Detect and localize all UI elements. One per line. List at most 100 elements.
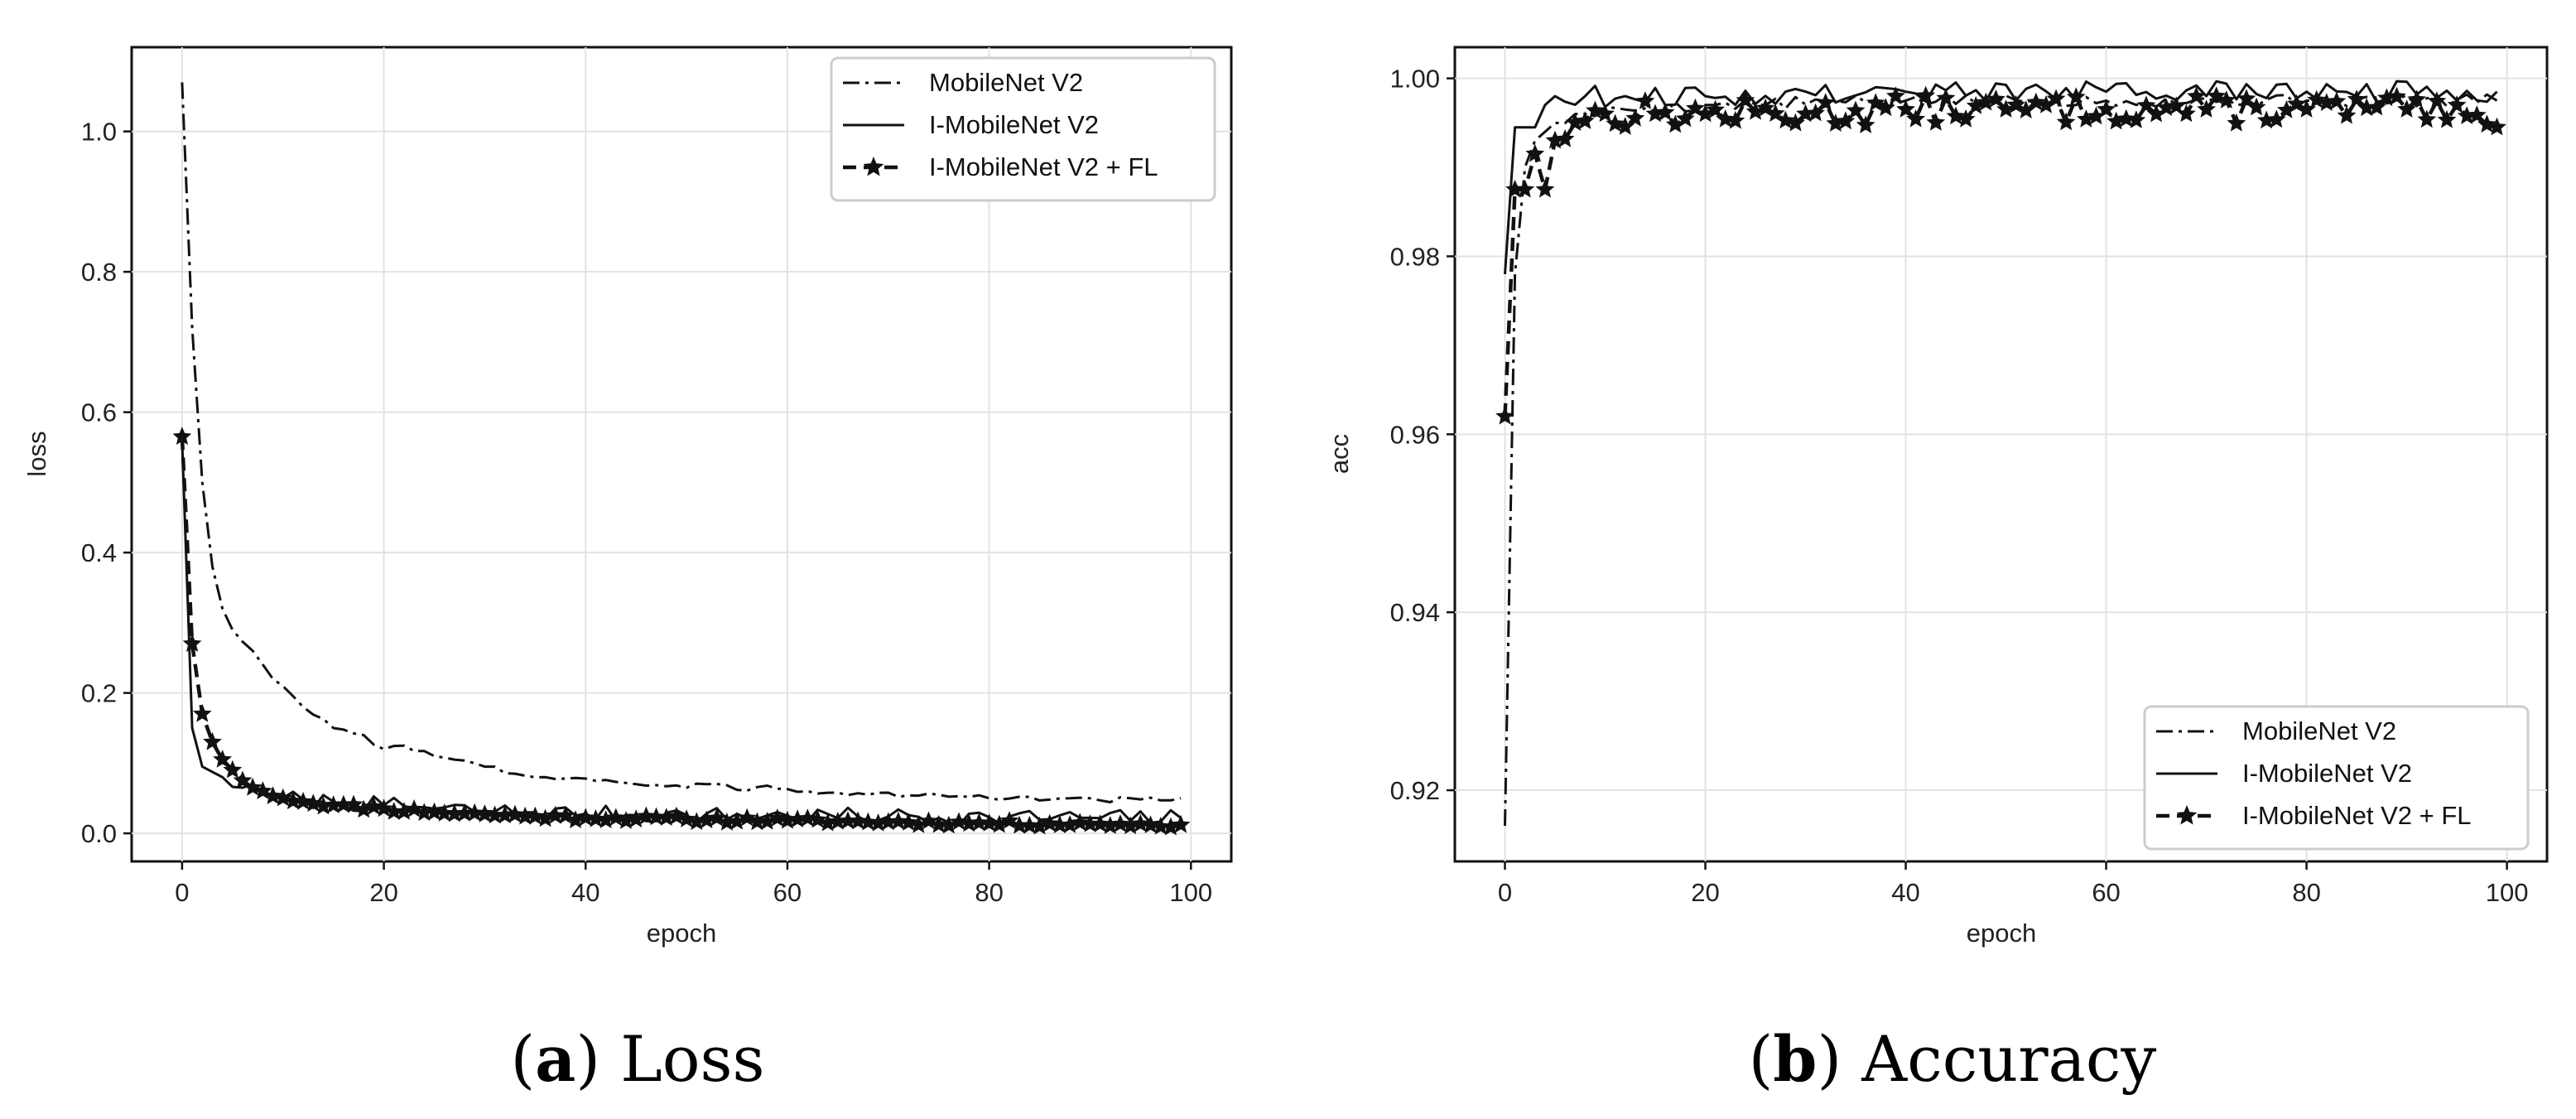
loss-ylabel: loss [22, 431, 51, 476]
loss-point-i-mobilenet-v2-fl [1009, 815, 1029, 834]
loss-point-i-mobilenet-v2-fl [414, 803, 434, 822]
loss-point-i-mobilenet-v2-fl [828, 812, 848, 830]
loss-point-i-mobilenet-v2-fl [879, 812, 898, 831]
loss-point-i-mobilenet-v2-fl [293, 792, 313, 810]
accuracy-point-i-mobilenet-v2-fl [2307, 89, 2327, 109]
accuracy-point-i-mobilenet-v2-fl [2487, 117, 2506, 136]
loss-point-i-mobilenet-v2-fl [778, 810, 797, 829]
loss-point-i-mobilenet-v2-fl [970, 813, 989, 832]
loss-point-i-mobilenet-v2-fl [324, 795, 344, 813]
loss-point-i-mobilenet-v2-fl [869, 813, 888, 832]
loss-xtick-label: 40 [571, 878, 599, 907]
accuracy-point-i-mobilenet-v2-fl [1535, 179, 1555, 198]
accuracy-point-i-mobilenet-v2-fl [2026, 92, 2046, 111]
loss-point-i-mobilenet-v2-fl [575, 808, 595, 827]
loss-point-i-mobilenet-v2-fl [283, 791, 303, 810]
accuracy-point-i-mobilenet-v2-fl [2237, 89, 2256, 108]
loss-point-i-mobilenet-v2-fl [1070, 813, 1090, 832]
loss-point-i-mobilenet-v2-fl [364, 797, 383, 815]
loss-point-i-mobilenet-v2-fl [818, 813, 838, 832]
accuracy-point-i-mobilenet-v2-fl [2387, 86, 2406, 105]
accuracy-series-i-mobilenet-v2 [1504, 80, 2498, 275]
loss-point-i-mobilenet-v2-fl [223, 760, 243, 779]
accuracy-xtick-label: 80 [2292, 878, 2320, 907]
accuracy-point-i-mobilenet-v2-fl [2166, 96, 2186, 115]
accuracy-point-i-mobilenet-v2-fl [2467, 105, 2487, 123]
loss-point-i-mobilenet-v2-fl [929, 814, 949, 833]
accuracy-point-i-mobilenet-v2-fl [2437, 109, 2457, 128]
accuracy-point-i-mobilenet-v2-fl [2036, 95, 2056, 113]
loss-xtick-label: 60 [773, 878, 802, 907]
loss-point-i-mobilenet-v2-fl [888, 811, 908, 830]
accuracy-point-i-mobilenet-v2-fl [1675, 109, 1695, 128]
loss-point-i-mobilenet-v2-fl [1110, 814, 1130, 832]
loss-point-i-mobilenet-v2-fl [233, 770, 253, 789]
loss-point-i-mobilenet-v2-fl [303, 793, 323, 813]
accuracy-point-i-mobilenet-v2-fl [2457, 106, 2477, 124]
accuracy-ytick-label: 0.92 [1390, 776, 1440, 805]
loss-legend-label-mobilenet-v2: MobileNet V2 [929, 68, 1083, 97]
loss-point-i-mobilenet-v2-fl [273, 788, 293, 807]
accuracy-point-i-mobilenet-v2-fl [2337, 105, 2357, 124]
accuracy-point-i-mobilenet-v2-fl [2266, 109, 2286, 128]
loss-point-i-mobilenet-v2-fl [697, 810, 716, 829]
accuracy-point-i-mobilenet-v2-fl [1606, 113, 1625, 133]
loss-series-i-mobilenet-v2 [181, 440, 1182, 827]
accuracy-chart: 0 20 40 60 80 100 0.92 0.94 0.96 0.98 1.00 epoch a… [1325, 46, 2549, 1096]
loss-point-i-mobilenet-v2-fl [677, 809, 696, 827]
accuracy-point-i-mobilenet-v2-fl [2427, 91, 2447, 109]
loss-point-i-mobilenet-v2-fl [667, 806, 686, 825]
loss-point-i-mobilenet-v2-fl [425, 802, 444, 821]
accuracy-point-i-mobilenet-v2-fl [1946, 106, 1966, 125]
accuracy-point-i-mobilenet-v2-fl [1726, 110, 1745, 129]
loss-point-i-mobilenet-v2-fl [768, 808, 787, 827]
accuracy-point-i-mobilenet-v2-fl [1625, 109, 1645, 127]
loss-point-i-mobilenet-v2-fl [647, 807, 666, 826]
accuracy-point-i-mobilenet-v2-fl [1846, 100, 1866, 119]
loss-xtick-label: 0 [175, 878, 189, 907]
loss-point-i-mobilenet-v2-fl [1060, 815, 1080, 833]
accuracy-point-i-mobilenet-v2-fl [1936, 88, 1956, 107]
accuracy-point-i-mobilenet-v2-fl [1645, 104, 1665, 123]
loss-point-i-mobilenet-v2-fl [465, 803, 484, 822]
accuracy-point-i-mobilenet-v2-fl [1786, 113, 1805, 132]
accuracy-point-i-mobilenet-v2-fl [1555, 129, 1575, 147]
accuracy-grid [1455, 47, 2547, 861]
loss-xtick-label: 80 [975, 878, 1003, 907]
accuracy-point-i-mobilenet-v2-fl [1596, 104, 1615, 123]
accuracy-xtick-label: 60 [2092, 878, 2120, 907]
accuracy-point-i-mobilenet-v2-fl [1896, 99, 1915, 118]
accuracy-point-i-mobilenet-v2-fl [1856, 115, 1875, 133]
accuracy-point-i-mobilenet-v2-fl [2447, 95, 2467, 113]
accuracy-point-i-mobilenet-v2-fl [1775, 110, 1795, 129]
loss-point-i-mobilenet-v2-fl [1050, 815, 1070, 833]
accuracy-point-i-mobilenet-v2-fl [2187, 86, 2206, 105]
loss-point-i-mobilenet-v2-fl [1081, 814, 1100, 832]
accuracy-point-i-mobilenet-v2-fl [2016, 100, 2036, 118]
accuracy-point-i-mobilenet-v2-fl [2197, 99, 2216, 118]
accuracy-point-i-mobilenet-v2-fl [1615, 117, 1635, 135]
accuracy-point-i-mobilenet-v2-fl [2246, 97, 2266, 116]
accuracy-point-i-mobilenet-v2-fl [1906, 109, 1926, 128]
accuracy-point-i-mobilenet-v2-fl [2097, 99, 2116, 118]
loss-point-i-mobilenet-v2-fl [263, 786, 282, 804]
loss-chart: 0 20 40 60 80 100 0.0 0.2 0.4 0.6 0.8 1.0 epoch los… [22, 46, 1233, 1096]
loss-point-i-mobilenet-v2-fl [455, 803, 474, 822]
accuracy-point-i-mobilenet-v2-fl [1545, 130, 1565, 149]
loss-xlabel: epoch [647, 919, 716, 948]
accuracy-point-i-mobilenet-v2-fl [2116, 109, 2136, 128]
loss-point-i-mobilenet-v2-fl [505, 804, 525, 823]
loss-point-i-mobilenet-v2-fl [686, 812, 706, 831]
loss-point-i-mobilenet-v2-fl [566, 810, 585, 828]
accuracy-point-i-mobilenet-v2-fl [1565, 113, 1585, 131]
loss-point-i-mobilenet-v2-fl [475, 804, 494, 822]
loss-legend-label-i-mobilenet-v2-fl: I-MobileNet V2 + FL [929, 152, 1158, 181]
accuracy-legend: MobileNet V2 I-MobileNet V2 I-MobileNet … [2143, 705, 2530, 851]
loss-point-i-mobilenet-v2-fl [435, 803, 455, 822]
accuracy-point-i-mobilenet-v2-fl [2397, 99, 2416, 118]
loss-ytick-label: 1.0 [81, 118, 117, 147]
accuracy-xtick-label: 100 [2486, 878, 2529, 907]
loss-point-i-mobilenet-v2-fl [445, 803, 465, 822]
accuracy-point-i-mobilenet-v2-fl [2377, 88, 2396, 107]
